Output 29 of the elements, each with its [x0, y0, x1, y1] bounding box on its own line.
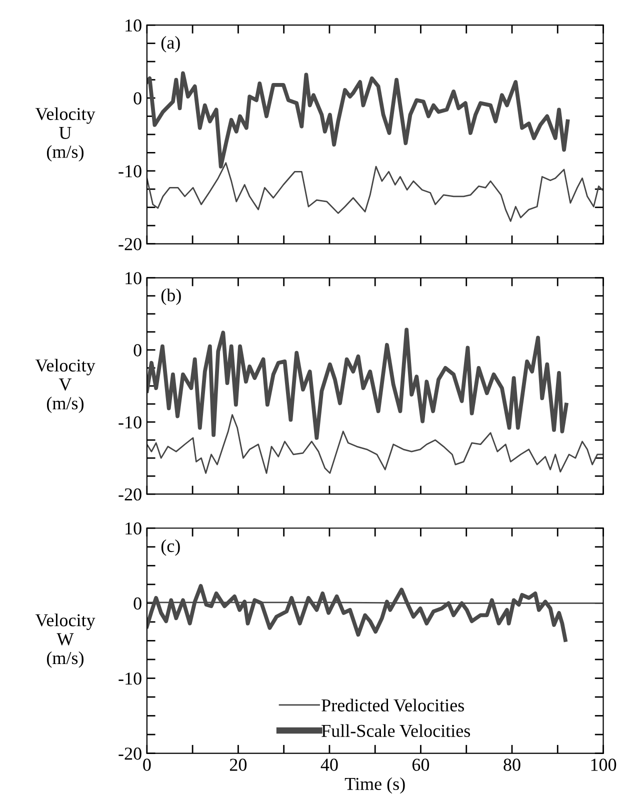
x-tick-label: 100 — [591, 758, 616, 771]
annotation: (c) — [161, 539, 180, 556]
y-tick-label: -10 — [118, 165, 142, 178]
x-tick-label: 20 — [230, 758, 247, 771]
y-tick-label: 10 — [126, 19, 142, 32]
y-tick-label: -20 — [118, 748, 142, 760]
legend-label: Full-Scale Velocities — [322, 724, 470, 738]
y-tick-label: 0 — [134, 597, 142, 610]
y-tick-label: -20 — [118, 488, 142, 501]
y-tick-label: 0 — [134, 92, 142, 104]
line-series — [146, 414, 604, 474]
x-axis-title: Time (s) — [344, 777, 405, 794]
annotation: (b) — [161, 288, 181, 306]
legend-label: Predicted Velocities — [322, 698, 464, 712]
y-axis-title: Velocity W (m/s) — [35, 614, 96, 668]
y-tick-label: 10 — [126, 522, 142, 535]
y-axis-title: Velocity V (m/s) — [35, 358, 96, 414]
y-tick-label: -10 — [118, 416, 142, 428]
x-tick-label: 80 — [504, 758, 520, 771]
y-tick-label: 0 — [134, 344, 142, 356]
y-tick-label: -10 — [118, 672, 142, 685]
y-axis-title: Velocity U (m/s) — [35, 107, 96, 162]
x-tick-label: 0 — [143, 758, 151, 771]
y-tick-label: -20 — [118, 238, 142, 250]
y-tick-label: 10 — [126, 272, 142, 284]
x-tick-label: 60 — [412, 758, 430, 771]
annotation: (a) — [161, 36, 180, 52]
line-series — [146, 328, 568, 440]
x-tick-label: 40 — [320, 758, 338, 771]
